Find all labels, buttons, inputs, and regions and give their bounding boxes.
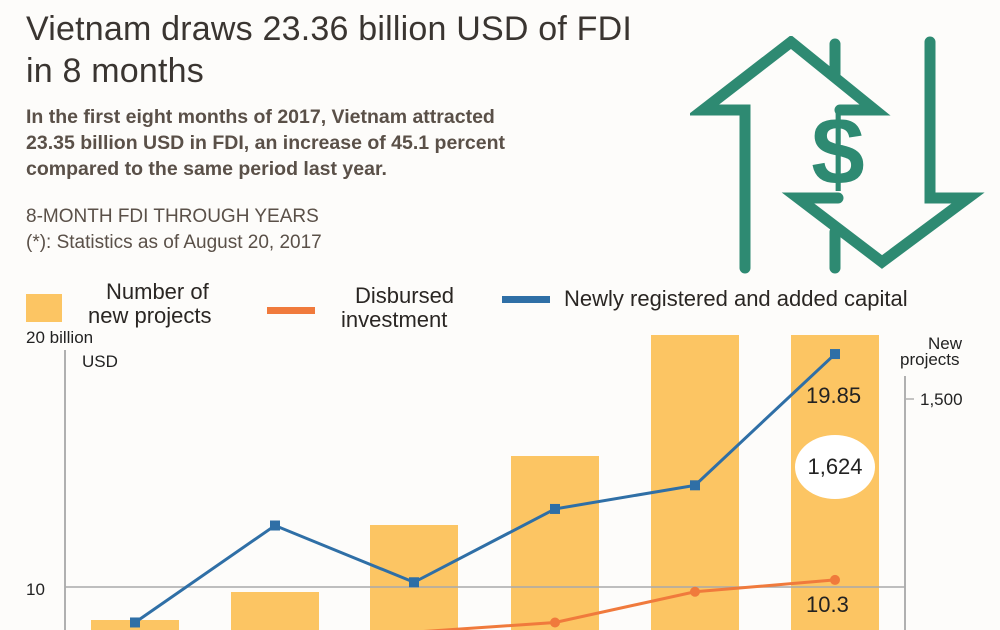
registered-point-1: [130, 617, 140, 628]
legend-registered-swatch: [502, 295, 550, 303]
registered-point-5: [690, 480, 700, 491]
registered-point-6: [830, 349, 840, 360]
bar-series-new-projects: [91, 335, 879, 630]
bar-2: [231, 592, 319, 630]
left-axis-unit-line2: USD: [82, 352, 118, 371]
legend-disbursed-swatch: [267, 306, 315, 314]
left-axis-tick-10: 10: [26, 580, 45, 599]
title-line-2: in 8 months: [26, 52, 204, 90]
lede-line-3: compared to the same period last year.: [26, 158, 387, 180]
lede-line-2: 23.35 billion USD in FDI, an increase of…: [26, 132, 505, 154]
legend-disbursed-line1: Disbursed: [355, 283, 455, 308]
lede-paragraph: In the first eight months of 2017, Vietn…: [26, 104, 666, 182]
disbursed-point-4: [550, 617, 560, 628]
bar-1: [91, 620, 179, 630]
registered-point-3: [409, 577, 419, 588]
page-title: Vietnam draws 23.36 billion USD of FDI i…: [26, 8, 632, 92]
right-axis-title-line2: projects: [900, 350, 960, 369]
legend-projects-line2: new projects: [88, 303, 212, 328]
projects-count-bubble: 1,624: [795, 435, 875, 499]
registered-point-4: [550, 503, 560, 514]
lede-line-1: In the first eight months of 2017, Vietn…: [26, 106, 495, 128]
legend-projects-line1: Number of: [106, 279, 209, 304]
registered-point-2: [270, 520, 280, 531]
chart-note: (*): Statistics as of August 20, 2017: [26, 232, 322, 253]
legend-registered-label: Newly registered and added capital: [564, 286, 908, 311]
left-axis-unit-line1: 20 billion: [26, 328, 94, 347]
chart-title: 8-MONTH FDI THROUGH YEARS: [26, 206, 319, 227]
svg-text:$: $: [811, 98, 864, 205]
title-line-1: Vietnam draws 23.36 billion USD of FDI: [26, 10, 633, 48]
right-axis-title-line1: New: [928, 334, 963, 353]
legend-disbursed: Disbursed investment: [267, 284, 454, 332]
right-axis-tick-1500: 1,500: [920, 390, 963, 409]
disbursed-point-5: [690, 586, 700, 597]
dollar-up-down-arrows-icon: $: [690, 36, 985, 274]
bar-5: [651, 335, 739, 630]
legend-projects: Number of new projects: [26, 280, 212, 328]
bar-3: [370, 525, 458, 630]
legend-disbursed-line2: investment: [341, 307, 448, 332]
registered-line: [134, 352, 837, 624]
legend-bar-swatch: [26, 294, 62, 322]
disbursed-last-label: 10.3: [806, 592, 849, 617]
registered-last-label: 19.85: [806, 383, 862, 408]
disbursed-line: [423, 578, 836, 630]
disbursed-point-6: [830, 574, 840, 585]
legend-registered: Newly registered and added capital: [502, 287, 908, 311]
bar-4: [511, 456, 599, 630]
